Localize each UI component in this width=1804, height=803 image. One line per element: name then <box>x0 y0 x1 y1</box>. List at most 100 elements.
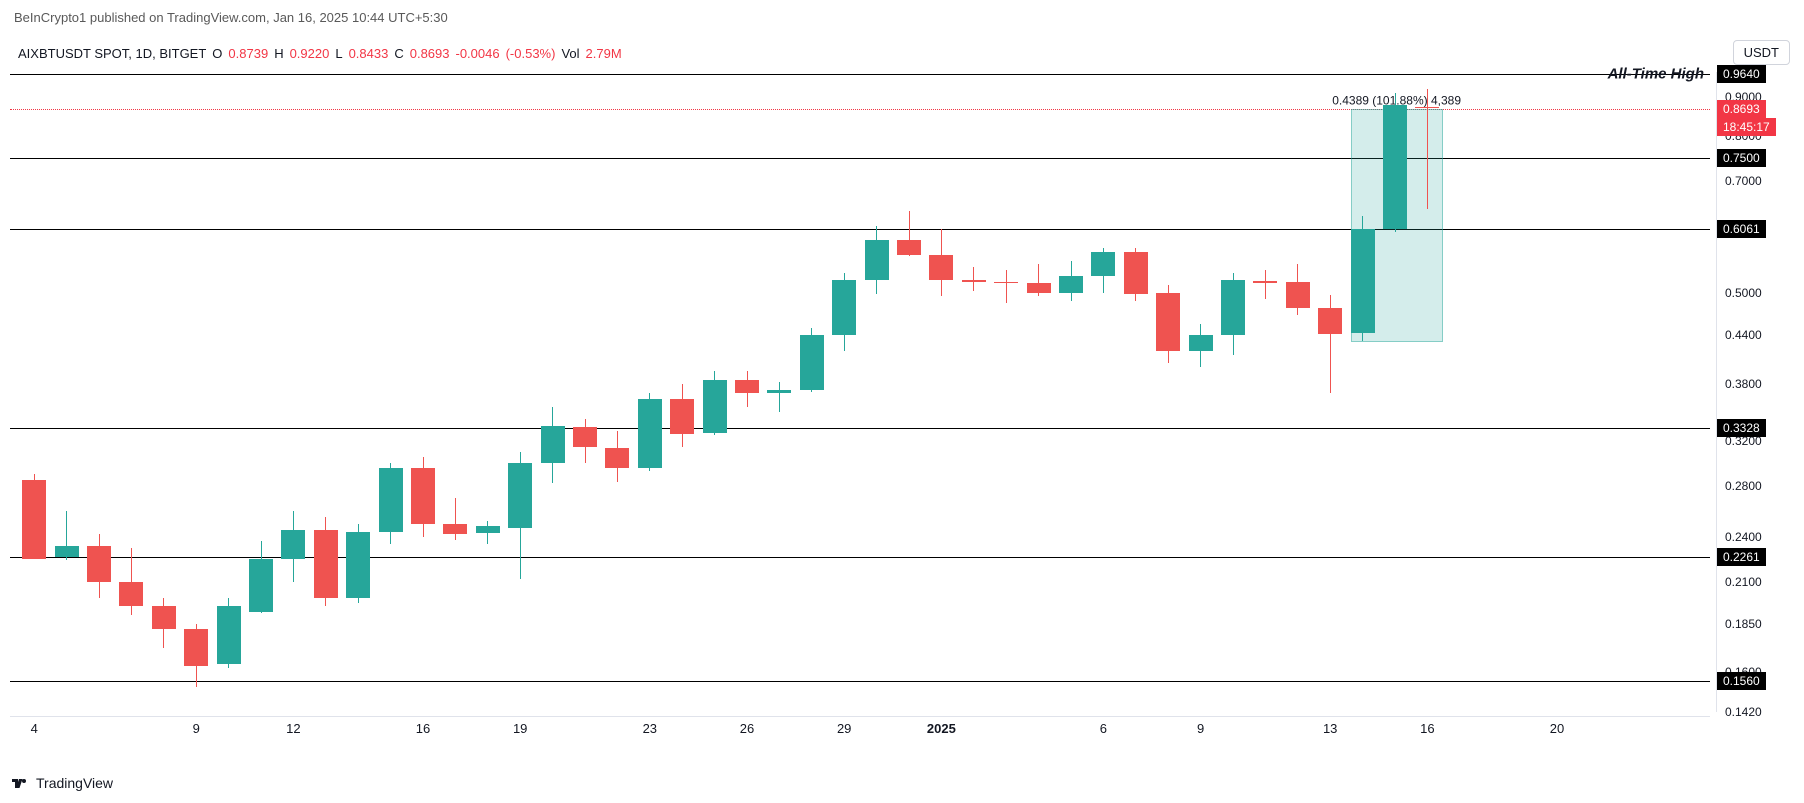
candle-body[interactable] <box>832 280 856 336</box>
candle-body[interactable] <box>1189 335 1213 350</box>
candle-body[interactable] <box>1156 293 1180 351</box>
y-tick-label: 0.2400 <box>1725 530 1762 544</box>
candle-body[interactable] <box>1415 107 1439 109</box>
candle-body[interactable] <box>800 335 824 390</box>
low-label: L <box>335 46 342 61</box>
close-value: 0.8693 <box>410 46 450 61</box>
candle-body[interactable] <box>865 240 889 279</box>
candle-body[interactable] <box>22 480 46 559</box>
x-tick-label: 13 <box>1323 721 1337 736</box>
candle-body[interactable] <box>1383 105 1407 229</box>
high-value: 0.9220 <box>290 46 330 61</box>
level-price-box: 0.6061 <box>1717 220 1766 238</box>
candle-wick <box>1006 270 1007 303</box>
candle-body[interactable] <box>1124 252 1148 294</box>
candle-body[interactable] <box>508 463 532 528</box>
low-value: 0.8433 <box>349 46 389 61</box>
y-tick-label: 0.7000 <box>1725 174 1762 188</box>
candle-body[interactable] <box>929 255 953 280</box>
symbol-label: AIXBTUSDT SPOT, 1D, BITGET <box>18 46 206 61</box>
change-pct: (-0.53%) <box>506 46 556 61</box>
candle-body[interactable] <box>735 380 759 393</box>
chart-legend: AIXBTUSDT SPOT, 1D, BITGET O 0.8739 H 0.92… <box>18 46 622 61</box>
horizontal-level-line[interactable] <box>10 428 1710 429</box>
level-price-box: 0.9640 <box>1717 65 1766 83</box>
change-abs: -0.0046 <box>456 46 500 61</box>
candle-body[interactable] <box>87 546 111 582</box>
candle-body[interactable] <box>119 582 143 607</box>
level-price-box: 0.1560 <box>1717 672 1766 690</box>
volume-label: Vol <box>561 46 579 61</box>
close-label: C <box>394 46 403 61</box>
currency-badge[interactable]: USDT <box>1733 40 1790 65</box>
x-tick-label: 12 <box>286 721 300 736</box>
x-axis[interactable]: 49121619232629202569131620 <box>10 716 1710 740</box>
candle-body[interactable] <box>541 426 565 463</box>
current-price-line <box>10 109 1710 110</box>
candle-body[interactable] <box>1059 276 1083 292</box>
candle-body[interactable] <box>55 546 79 558</box>
candle-body[interactable] <box>314 530 338 598</box>
candle-body[interactable] <box>1351 229 1375 333</box>
candle-wick <box>1265 270 1266 299</box>
candle-body[interactable] <box>443 524 467 535</box>
all-time-high-label: All-Time High <box>1608 66 1704 83</box>
price-chart[interactable]: All-Time High0.4389 (101.88%) 4,389 <box>10 72 1710 712</box>
x-tick-label: 26 <box>740 721 754 736</box>
y-axis[interactable]: 0.14200.16000.18500.21000.24000.28000.32… <box>1716 72 1796 712</box>
y-tick-label: 0.4400 <box>1725 328 1762 342</box>
candle-body[interactable] <box>184 629 208 666</box>
tv-icon <box>12 777 30 789</box>
x-tick-label: 2025 <box>927 721 956 736</box>
candle-body[interactable] <box>411 468 435 523</box>
attribution-text: BeInCrypto1 published on TradingView.com… <box>14 10 448 25</box>
candle-body[interactable] <box>1253 281 1277 283</box>
horizontal-level-line[interactable] <box>10 681 1710 682</box>
y-tick-label: 0.2100 <box>1725 575 1762 589</box>
x-tick-label: 4 <box>31 721 38 736</box>
level-price-box: 0.3328 <box>1717 419 1766 437</box>
candle-body[interactable] <box>152 606 176 629</box>
candle-body[interactable] <box>249 559 273 612</box>
candle-body[interactable] <box>638 399 662 468</box>
current-price-box: 0.8693 <box>1717 100 1766 118</box>
level-price-box: 0.7500 <box>1717 149 1766 167</box>
y-tick-label: 0.3800 <box>1725 377 1762 391</box>
y-tick-label: 0.1420 <box>1725 705 1762 719</box>
horizontal-level-line[interactable] <box>10 74 1710 75</box>
x-tick-label: 16 <box>1420 721 1434 736</box>
y-tick-label: 0.1850 <box>1725 617 1762 631</box>
x-tick-label: 6 <box>1100 721 1107 736</box>
candle-body[interactable] <box>379 468 403 531</box>
horizontal-level-line[interactable] <box>10 158 1710 159</box>
candle-body[interactable] <box>1027 283 1051 293</box>
countdown-box: 18:45:17 <box>1717 118 1776 136</box>
candle-body[interactable] <box>703 380 727 433</box>
candle-body[interactable] <box>670 399 694 434</box>
volume-value: 2.79M <box>586 46 622 61</box>
x-tick-label: 29 <box>837 721 851 736</box>
candle-body[interactable] <box>281 530 305 558</box>
tradingview-logo: TradingView <box>12 775 113 791</box>
candle-body[interactable] <box>1091 252 1115 276</box>
candle-body[interactable] <box>346 532 370 598</box>
candle-body[interactable] <box>217 606 241 664</box>
level-price-box: 0.2261 <box>1717 548 1766 566</box>
candle-body[interactable] <box>1221 280 1245 336</box>
x-tick-label: 9 <box>193 721 200 736</box>
horizontal-level-line[interactable] <box>10 229 1710 230</box>
candle-body[interactable] <box>605 448 629 469</box>
candle-body[interactable] <box>573 427 597 447</box>
candle-body[interactable] <box>897 240 921 255</box>
candle-body[interactable] <box>767 390 791 393</box>
candle-body[interactable] <box>962 280 986 282</box>
x-tick-label: 23 <box>643 721 657 736</box>
candle-body[interactable] <box>994 282 1018 283</box>
candle-body[interactable] <box>1286 282 1310 308</box>
open-value: 0.8739 <box>228 46 268 61</box>
y-tick-label: 0.5000 <box>1725 286 1762 300</box>
open-label: O <box>212 46 222 61</box>
candle-body[interactable] <box>1318 308 1342 334</box>
high-label: H <box>274 46 283 61</box>
candle-body[interactable] <box>476 526 500 533</box>
